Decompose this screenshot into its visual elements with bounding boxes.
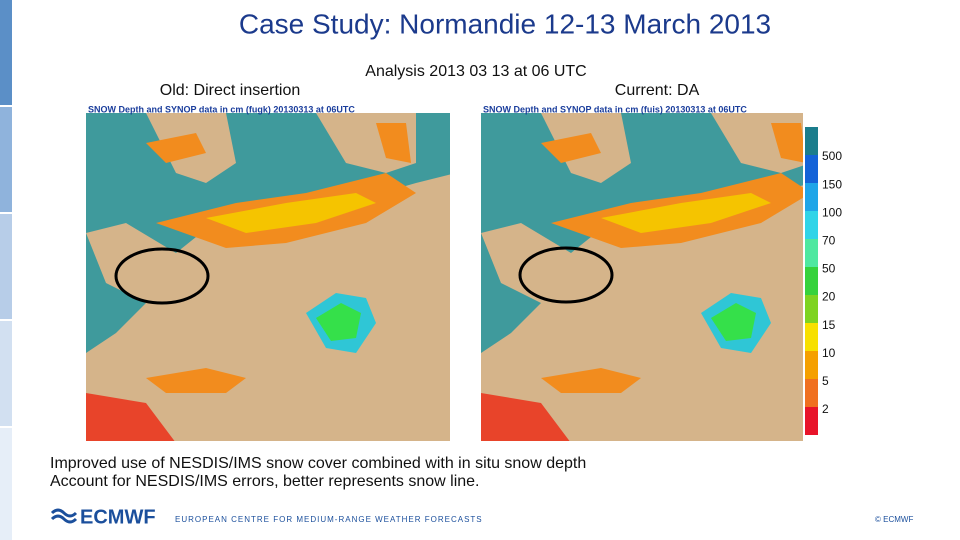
colorbar-label: 500 [822,149,842,163]
subtitle: Analysis 2013 03 13 at 06 UTC [365,63,586,80]
title: Case Study: Normandie 12-13 March 2013 [239,8,771,39]
highlight-ellipse [114,247,210,305]
map-title: SNOW Depth and SYNOP data in cm (fuis) 2… [483,104,747,114]
panel-label: Old: Direct insertion [160,82,301,99]
map-title: SNOW Depth and SYNOP data in cm (fugk) 2… [88,104,355,114]
colorbar: 500 150 100 70 50 20 15 10 5 2 [805,127,842,435]
body-text: Improved use of NESDIS/IMS snow cover co… [50,455,586,472]
colorbar-label: 100 [822,205,842,219]
colorbar-label: 5 [822,374,829,388]
colorbar-label: 50 [822,262,836,276]
body-text: Account for NESDIS/IMS errors, better re… [50,473,480,490]
side-stripes [0,0,12,540]
colorbar-label: 20 [822,290,836,304]
panel-label: Current: DA [615,82,700,99]
map-old: SNOW Depth and SYNOP data in cm (fugk) 2… [86,103,450,441]
colorbar-label: 10 [822,346,836,360]
colorbar-label: 2 [822,402,829,416]
colorbar-label: 70 [822,233,836,247]
map-current: SNOW Depth and SYNOP data in cm (fuis) 2… [481,103,803,441]
logo-text: ECMWF [80,506,156,528]
footer-copyright: © ECMWF [875,515,913,524]
colorbar-label: 15 [822,318,836,332]
colorbar-label: 150 [822,177,842,191]
footer-org: EUROPEAN CENTRE FOR MEDIUM-RANGE WEATHER… [175,515,483,524]
logo: ECMWF [50,506,156,528]
highlight-ellipse [518,246,614,304]
